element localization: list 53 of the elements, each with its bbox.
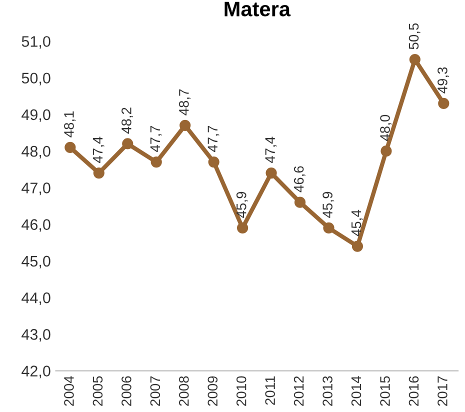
point [122,138,134,150]
x-tick-label: 2007 [150,376,160,406]
data-label: 48,2 [122,108,133,134]
point [236,222,248,234]
data-label: 46,6 [294,166,306,192]
y-tick-label: 43,0 [22,329,50,342]
y-tick-label: 48,0 [22,146,50,159]
point [352,240,364,252]
x-tick-label: 2011 [265,376,276,405]
data-label: 50,5 [408,23,420,50]
y-tick-label: 46,0 [22,219,50,232]
point [64,142,76,153]
x-tick-label: 2009 [208,376,218,406]
data-label: 45,9 [322,192,334,218]
point [323,222,334,234]
data-label: 45,9 [236,192,248,218]
y-tick-label: 49,0 [22,109,50,122]
y-tick-label: 42,0 [22,366,50,378]
data-label: 48,1 [64,111,76,138]
point [380,146,392,157]
x-tick-label: 2008 [178,376,189,406]
x-tick-label: 2013 [322,376,332,406]
point [150,156,162,168]
data-label: 47,4 [265,136,277,163]
x-tick-label: 2010 [236,376,246,406]
x-tick-label: 2014 [351,376,362,406]
point [266,167,277,179]
point [438,98,450,110]
data-label: 47,7 [208,126,220,152]
data-label: 45,4 [352,210,363,236]
x-tick-label: 2015 [380,376,390,406]
x-tick-label: 2017 [438,376,448,406]
x-tick-label: 2005 [92,376,103,406]
x-tick-label: 2016 [408,376,419,406]
chart-title: Matera [224,2,291,16]
y-tick-label: 50,0 [22,72,50,86]
data-label: 47,7 [150,126,162,152]
y-tick-label: 45,0 [22,256,50,268]
data-label: 49,3 [438,67,450,94]
data-label: 48,0 [380,114,392,142]
y-tick-label: 47,0 [22,182,50,196]
y-tick-label: 51,0 [22,36,50,49]
x-tick-label: 2006 [122,376,132,406]
x-tick-label: 2012 [294,376,304,406]
data-label: 48,7 [178,89,190,116]
data-label: 47,4 [92,136,104,163]
point [180,120,191,131]
point [294,196,306,208]
point [208,156,220,168]
y-tick-label: 44,0 [22,292,50,306]
point [409,54,420,66]
point [93,167,104,179]
x-tick-label: 2004 [64,376,74,406]
